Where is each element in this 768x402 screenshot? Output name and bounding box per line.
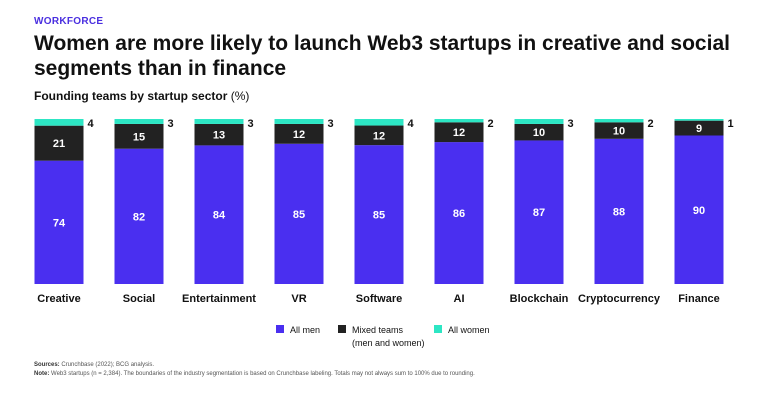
category-label-ai: AI — [454, 293, 465, 305]
value-label-all-women-vr: 3 — [328, 118, 334, 130]
bar-group-creative: 74 21 4 Creative — [34, 118, 95, 305]
value-label-mixed-teams-social: 15 — [133, 131, 145, 143]
value-label-all-men-finance: 90 — [693, 205, 705, 217]
bar-segment-all-men-entertainment — [194, 145, 244, 284]
subtitle-unit: (%) — [230, 89, 250, 103]
chart-subtitle: Founding teams by startup sector (%) — [34, 89, 249, 103]
bar-segment-mixed-teams-cryptocurrency — [594, 122, 644, 139]
bar-segment-mixed-teams-software — [354, 125, 404, 146]
legend-swatch-all-men — [276, 325, 284, 333]
stacked-bar-chart: 74214Creative82153Social84133Entertainme… — [34, 118, 734, 305]
footer-sources: Sources: Crunchbase (2022); BCG analysis… — [34, 361, 754, 370]
legend-swatch-all-women — [434, 325, 442, 333]
category-label-cryptocurrency: Cryptocurrency — [578, 293, 661, 305]
category-label-blockchain: Blockchain — [510, 293, 569, 305]
value-label-mixed-teams-vr: 12 — [293, 129, 305, 141]
value-label-all-men-creative: 74 — [53, 217, 66, 229]
category-label-creative: Creative — [37, 293, 80, 305]
bar-segment-all-women-entertainment — [194, 119, 244, 124]
legend-label-all-men: All men — [290, 325, 321, 335]
bar-group-vr: 85 12 3 VR — [274, 118, 334, 305]
bar-segment-all-men-ai — [434, 142, 484, 284]
bar-segment-all-women-social — [114, 119, 164, 124]
value-label-all-men-blockchain: 87 — [533, 207, 545, 219]
bar-segment-all-men-cryptocurrency — [594, 138, 644, 284]
value-label-all-men-social: 82 — [133, 211, 145, 223]
bar-segment-all-men-blockchain — [514, 140, 564, 284]
bar-segment-mixed-teams-finance — [674, 120, 724, 136]
category-label-vr: VR — [291, 293, 306, 305]
value-label-mixed-teams-blockchain: 10 — [533, 127, 545, 139]
value-label-all-men-entertainment: 84 — [213, 210, 226, 222]
bar-segment-all-women-blockchain — [514, 119, 564, 124]
value-label-all-women-entertainment: 3 — [248, 118, 254, 130]
kicker: WORKFORCE — [34, 16, 104, 27]
value-label-mixed-teams-creative: 21 — [53, 138, 65, 150]
note-text: Web3 startups (n = 2,384). The boundarie… — [49, 371, 475, 377]
bar-segment-all-women-ai — [434, 119, 484, 123]
legend-swatch-mixed-teams — [338, 325, 346, 333]
value-label-all-women-software: 4 — [408, 118, 415, 130]
bar-group-ai: 86 12 2 AI — [434, 118, 494, 305]
value-label-mixed-teams-finance: 9 — [696, 123, 702, 135]
value-label-all-women-ai: 2 — [488, 118, 494, 130]
legend-label-all-women: All women — [448, 325, 490, 335]
value-label-all-men-cryptocurrency: 88 — [613, 206, 625, 218]
value-label-all-women-blockchain: 3 — [568, 118, 574, 130]
bar-segment-all-men-creative — [34, 160, 84, 284]
bar-group-finance: 90 9 1 Finance — [674, 118, 734, 305]
note-label: Note: — [34, 371, 50, 377]
legend-label-mixed-teams: Mixed teams — [352, 325, 404, 335]
bar-segment-all-women-vr — [274, 119, 324, 124]
bar-segment-all-men-social — [114, 148, 164, 284]
category-label-entertainment: Entertainment — [182, 293, 256, 305]
chart-title: Women are more likely to launch Web3 sta… — [34, 32, 730, 80]
bar-group-blockchain: 87 10 3 Blockchain — [510, 118, 574, 305]
bar-segment-all-men-finance — [674, 135, 724, 284]
bar-segment-mixed-teams-ai — [434, 122, 484, 143]
value-label-all-men-software: 85 — [373, 210, 385, 222]
value-label-mixed-teams-software: 12 — [373, 130, 385, 142]
bar-segment-all-women-software — [354, 119, 404, 126]
value-label-mixed-teams-entertainment: 13 — [213, 130, 225, 142]
bar-segment-all-men-vr — [274, 143, 324, 284]
value-label-all-women-finance: 1 — [728, 118, 734, 130]
legend-label-mixed-teams-sub: (men and women) — [352, 338, 425, 348]
bar-group-social: 82 15 3 Social — [114, 118, 174, 305]
value-label-all-men-vr: 85 — [293, 209, 305, 221]
value-label-all-men-ai: 86 — [453, 208, 465, 220]
bar-segment-mixed-teams-social — [114, 123, 164, 149]
bar-segment-all-women-creative — [34, 119, 84, 126]
category-label-software: Software — [356, 293, 402, 305]
bar-segment-all-men-software — [354, 145, 404, 284]
bar-group-software: 85 12 4 Software — [354, 118, 415, 305]
value-label-all-women-cryptocurrency: 2 — [648, 118, 654, 130]
value-label-all-women-creative: 4 — [88, 118, 95, 130]
bar-segment-all-women-cryptocurrency — [594, 119, 644, 123]
bar-segment-all-women-finance — [674, 119, 724, 121]
value-label-mixed-teams-cryptocurrency: 10 — [613, 126, 625, 138]
bar-segment-mixed-teams-creative — [34, 125, 84, 161]
subtitle-text: Founding teams by startup sector — [34, 89, 228, 103]
sources-text: Crunchbase (2022); BCG analysis. — [59, 362, 155, 368]
bar-segment-mixed-teams-vr — [274, 123, 324, 144]
footer-note: Note: Web3 startups (n = 2,384). The bou… — [34, 370, 754, 379]
footer: Sources: Crunchbase (2022); BCG analysis… — [34, 361, 754, 379]
bar-segment-mixed-teams-entertainment — [194, 123, 244, 146]
category-label-finance: Finance — [678, 293, 720, 305]
bar-segment-mixed-teams-blockchain — [514, 123, 564, 141]
value-label-all-women-social: 3 — [168, 118, 174, 130]
value-label-mixed-teams-ai: 12 — [453, 127, 465, 139]
bar-group-entertainment: 84 13 3 Entertainment — [182, 118, 256, 305]
sources-label: Sources: — [34, 362, 60, 368]
bar-group-cryptocurrency: 88 10 2 Cryptocurrency — [578, 118, 661, 305]
category-label-social: Social — [123, 293, 155, 305]
